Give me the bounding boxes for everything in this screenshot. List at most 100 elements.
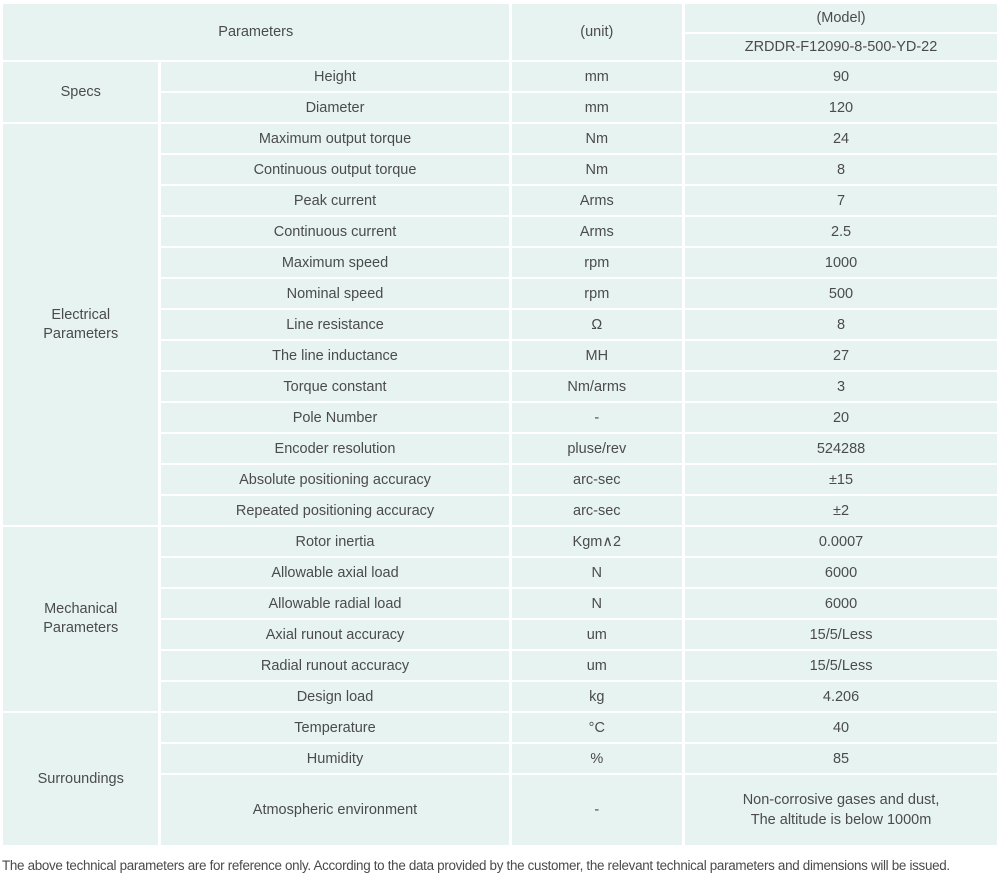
param-unit: N: [511, 589, 683, 618]
param-name: Nominal speed: [161, 279, 509, 308]
param-unit: um: [511, 620, 683, 649]
param-value: ±15: [685, 465, 997, 494]
param-unit: %: [511, 744, 683, 773]
param-value: 3: [685, 372, 997, 401]
table-row: Repeated positioning accuracy arc-sec ±2: [3, 496, 997, 525]
param-name: Encoder resolution: [161, 434, 509, 463]
table-row: Humidity % 85: [3, 744, 997, 773]
table-row: Mechanical Parameters Rotor inertia Kgm∧…: [3, 527, 997, 711]
param-value: 24: [685, 124, 997, 153]
param-value: 500: [685, 279, 997, 308]
table-row: Maximum speed rpm 1000: [3, 248, 997, 277]
param-name: Repeated positioning accuracy: [161, 496, 509, 525]
table-row: The line inductance MH 27: [3, 341, 997, 370]
header-parameters: Parameters: [3, 4, 509, 60]
param-unit: Nm: [511, 155, 683, 184]
param-unit: MH: [511, 341, 683, 370]
param-unit: arc-sec: [511, 496, 683, 525]
param-name: Torque constant: [161, 372, 509, 401]
param-unit: N: [511, 558, 683, 587]
table-row: Absolute positioning accuracy arc-sec ±1…: [3, 465, 997, 494]
param-value: 40: [685, 713, 997, 742]
footer-note: The above technical parameters are for r…: [2, 858, 950, 873]
param-name: Pole Number: [161, 403, 509, 432]
table-row: Diameter mm 120: [3, 93, 997, 122]
param-unit: mm: [511, 93, 683, 122]
section-label-mechanical: Mechanical Parameters: [3, 527, 159, 711]
param-name: Radial runout accuracy: [161, 651, 509, 680]
table-row: Allowable radial load N 6000: [3, 589, 997, 618]
param-unit: °C: [511, 713, 683, 742]
param-value: Non-corrosive gases and dust, The altitu…: [685, 775, 997, 845]
param-value: 6000: [685, 589, 997, 618]
table-row: Design load kg 4.206: [3, 682, 997, 711]
param-unit: kg: [511, 682, 683, 711]
param-unit: Nm/arms: [511, 372, 683, 401]
header-model: (Model): [685, 4, 997, 32]
param-name: Diameter: [161, 93, 509, 122]
table-row: Radial runout accuracy um 15/5/Less: [3, 651, 997, 680]
param-value: 20: [685, 403, 997, 432]
table-row: Atmospheric environment - Non-corrosive …: [3, 775, 997, 845]
param-value: 27: [685, 341, 997, 370]
param-name: Allowable radial load: [161, 589, 509, 618]
param-name: Line resistance: [161, 310, 509, 339]
table-header: Parameters (unit) (Model) ZRDDR-F12090-8…: [3, 4, 997, 60]
param-name: Maximum output torque: [161, 124, 509, 153]
param-name: Maximum speed: [161, 248, 509, 277]
param-unit: Arms: [511, 217, 683, 246]
param-name: Peak current: [161, 186, 509, 215]
table-row: Peak current Arms 7: [3, 186, 997, 215]
param-value: 8: [685, 155, 997, 184]
param-unit: Kgm∧2: [511, 527, 683, 556]
param-name: Continuous output torque: [161, 155, 509, 184]
param-name: Rotor inertia: [161, 527, 509, 556]
section-label-electrical: Electrical Parameters: [3, 124, 159, 525]
section-label-surroundings: Surroundings: [3, 713, 159, 845]
header-unit: (unit): [511, 4, 683, 60]
param-value: 15/5/Less: [685, 651, 997, 680]
table-row: Electrical Parameters Maximum output tor…: [3, 124, 997, 525]
param-unit: pluse/rev: [511, 434, 683, 463]
param-name: Design load: [161, 682, 509, 711]
table-body: Specs Height mm 90 Diameter mm 120 Elect…: [3, 62, 997, 845]
table-row: Continuous current Arms 2.5: [3, 217, 997, 246]
param-unit: -: [511, 403, 683, 432]
param-value: 8: [685, 310, 997, 339]
param-unit: rpm: [511, 248, 683, 277]
table-row: Allowable axial load N 6000: [3, 558, 997, 587]
param-unit: -: [511, 775, 683, 845]
param-value: 90: [685, 62, 997, 91]
param-unit: mm: [511, 62, 683, 91]
param-value: 1000: [685, 248, 997, 277]
table-row: Axial runout accuracy um 15/5/Less: [3, 620, 997, 649]
param-unit: Nm: [511, 124, 683, 153]
param-name: Height: [161, 62, 509, 91]
param-unit: Ω: [511, 310, 683, 339]
section-label-specs: Specs: [3, 62, 159, 122]
table-row: Line resistance Ω 8: [3, 310, 997, 339]
param-value: 0.0007: [685, 527, 997, 556]
header-row-1: Parameters (unit) (Model): [3, 4, 997, 60]
table-row: Pole Number - 20: [3, 403, 997, 432]
param-name: Humidity: [161, 744, 509, 773]
param-unit: arc-sec: [511, 465, 683, 494]
param-name: The line inductance: [161, 341, 509, 370]
table-row: Specs Height mm 90: [3, 62, 997, 122]
param-value: 120: [685, 93, 997, 122]
param-unit: Arms: [511, 186, 683, 215]
param-value: 524288: [685, 434, 997, 463]
param-name: Atmospheric environment: [161, 775, 509, 845]
param-unit: rpm: [511, 279, 683, 308]
table-row: Nominal speed rpm 500: [3, 279, 997, 308]
param-value: 6000: [685, 558, 997, 587]
param-name: Continuous current: [161, 217, 509, 246]
header-row-2: ZRDDR-F12090-8-500-YD-22: [3, 34, 997, 60]
table-row: Surroundings Temperature °C 40: [3, 713, 997, 845]
model-number: ZRDDR-F12090-8-500-YD-22: [685, 34, 997, 60]
param-name: Axial runout accuracy: [161, 620, 509, 649]
table-row: Continuous output torque Nm 8: [3, 155, 997, 184]
param-name: Allowable axial load: [161, 558, 509, 587]
param-value: ±2: [685, 496, 997, 525]
